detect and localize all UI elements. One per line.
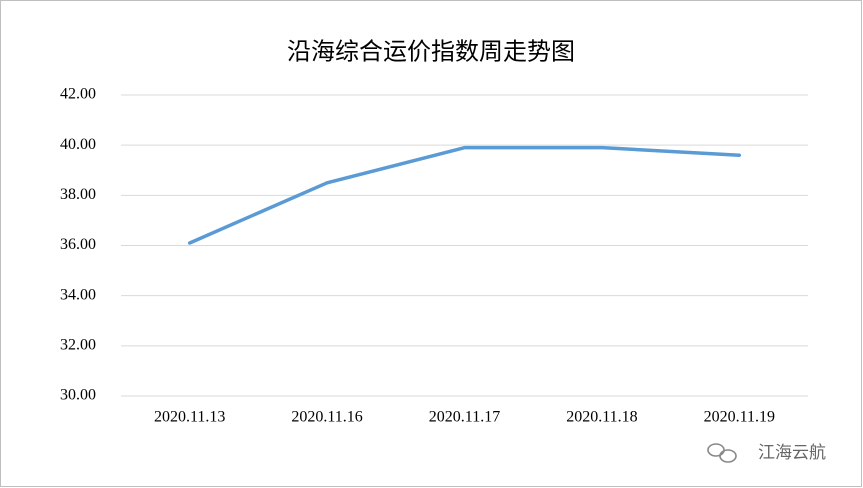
y-tick-label: 38.00 xyxy=(60,186,96,203)
x-tick-label: 2020.11.16 xyxy=(291,409,362,426)
y-tick-label: 30.00 xyxy=(60,387,96,404)
x-tick-label: 2020.11.19 xyxy=(704,409,775,426)
y-tick-label: 34.00 xyxy=(60,286,96,303)
chart-title: 沿海综合运价指数周走势图 xyxy=(287,39,575,66)
x-tick-label: 2020.11.18 xyxy=(566,409,637,426)
y-tick-label: 32.00 xyxy=(60,337,96,354)
y-tick-label: 40.00 xyxy=(60,136,96,153)
y-tick-label: 36.00 xyxy=(60,236,96,253)
y-tick-label: 42.00 xyxy=(60,86,96,103)
watermark: 江海云航 xyxy=(758,443,826,463)
watermark-icon xyxy=(707,443,737,463)
x-tick-label: 2020.11.17 xyxy=(429,409,500,426)
x-tick-label: 2020.11.13 xyxy=(154,409,225,426)
data-line xyxy=(187,145,742,245)
